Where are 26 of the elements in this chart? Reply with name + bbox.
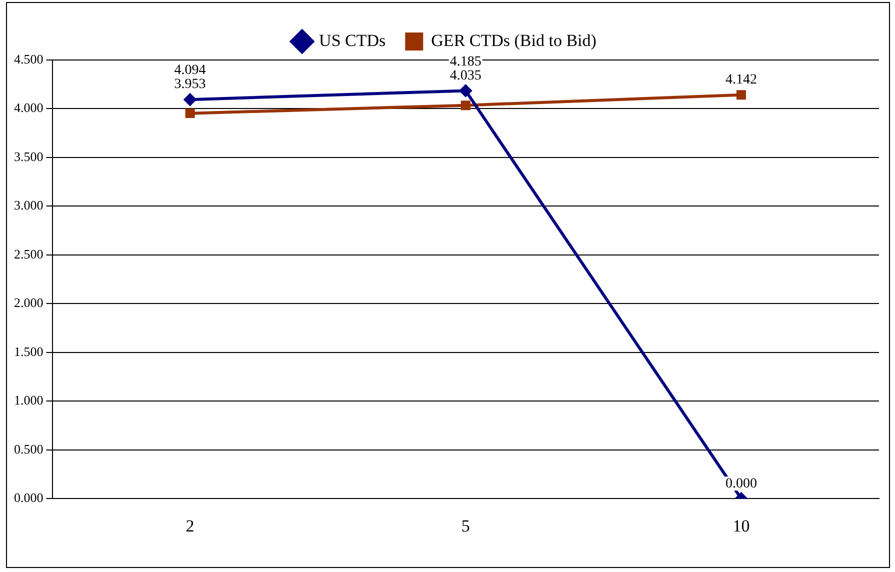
y-tick-label: 0.500 [14,441,44,456]
legend-label: GER CTDs (Bid to Bid) [431,30,596,50]
y-tick-label: 2.500 [14,246,44,262]
y-tick-label: 1.000 [14,392,44,408]
y-tick-label: 3.500 [14,148,44,164]
point [460,100,470,110]
y-tick-label: 4.000 [14,100,44,116]
x-tick-label: 2 [186,516,194,536]
point [736,90,746,100]
x-tick-label: 5 [461,516,470,536]
x-tick-label: 10 [732,516,750,536]
y-tick-label: 2.000 [14,295,44,310]
data-label: 4.185 [450,54,482,70]
data-label: 4.094 [174,63,206,78]
data-label: 3.953 [174,77,206,92]
y-tick-label: 1.500 [14,344,44,359]
legend-label: US CTDs [319,30,386,50]
point [459,84,472,98]
data-label: 4.035 [450,68,482,84]
y-tick-label: 0.000 [14,490,44,506]
point [185,108,195,118]
data-label: 0.000 [725,476,757,492]
y-tick-label: 4.500 [14,51,44,66]
data-label: 4.142 [725,72,757,88]
point [184,93,197,106]
y-tick-label: 3.000 [14,198,44,213]
